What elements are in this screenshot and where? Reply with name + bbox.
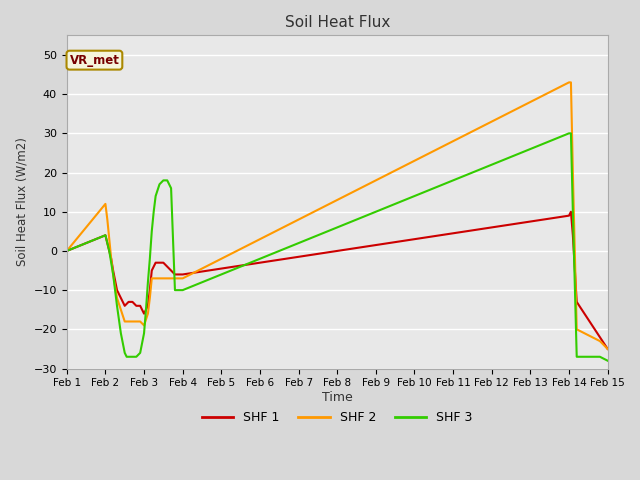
SHF 3 [148, 228, 156, 234]
SHF 3 [136, 350, 144, 356]
SHF 2 [604, 346, 611, 352]
SHF 1 [63, 248, 70, 254]
SHF 2 [63, 248, 70, 254]
SHF 1 [258, 260, 266, 265]
Line: SHF 2: SHF 2 [67, 83, 607, 349]
SHF 2 [565, 80, 573, 85]
SHF 3 [604, 358, 611, 363]
SHF 1 [175, 272, 182, 277]
SHF 3 [282, 246, 289, 252]
SHF 3 [63, 248, 70, 254]
SHF 1 [455, 229, 463, 235]
SHF 1 [567, 209, 575, 215]
SHF 3 [163, 178, 171, 183]
SHF 2 [455, 135, 463, 141]
Line: SHF 3: SHF 3 [67, 133, 607, 360]
SHF 1 [167, 268, 175, 274]
SHF 1 [250, 261, 257, 266]
SHF 3 [494, 159, 502, 165]
Y-axis label: Soil Heat Flux (W/m2): Soil Heat Flux (W/m2) [15, 137, 28, 266]
SHF 3 [565, 131, 573, 136]
SHF 2 [258, 236, 266, 241]
X-axis label: Time: Time [322, 391, 353, 404]
SHF 2 [360, 183, 368, 189]
SHF 3 [226, 268, 234, 274]
SHF 2 [167, 276, 175, 281]
Legend: SHF 1, SHF 2, SHF 3: SHF 1, SHF 2, SHF 3 [197, 406, 477, 429]
Line: SHF 1: SHF 1 [67, 212, 607, 349]
Text: VR_met: VR_met [70, 54, 119, 67]
SHF 1 [360, 244, 368, 250]
SHF 2 [250, 240, 257, 245]
Title: Soil Heat Flux: Soil Heat Flux [285, 15, 390, 30]
SHF 2 [175, 276, 182, 281]
SHF 1 [604, 346, 611, 352]
